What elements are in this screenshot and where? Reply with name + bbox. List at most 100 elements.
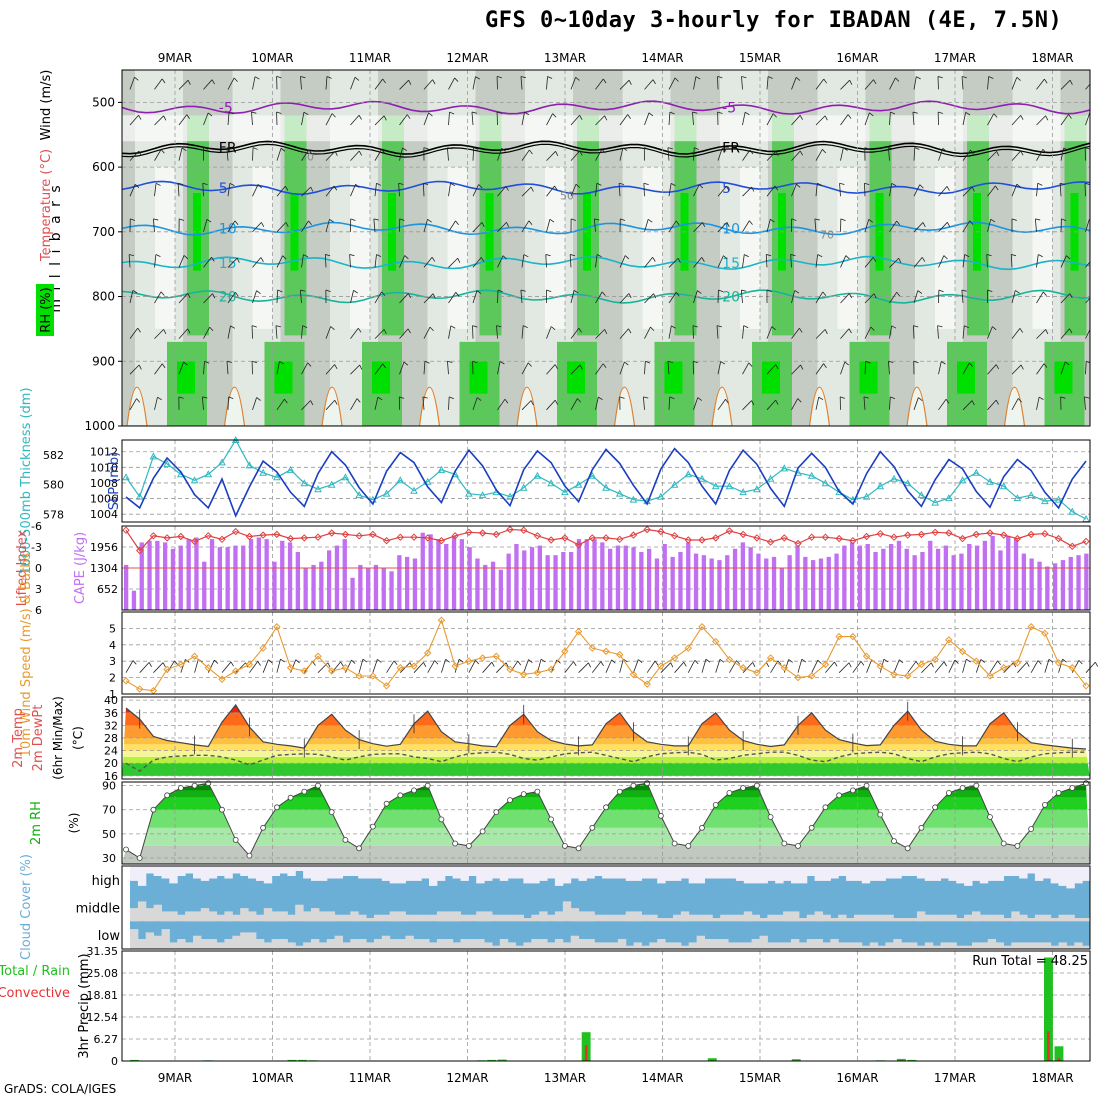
cloud-gap-low — [177, 939, 185, 949]
wind-barb — [469, 660, 476, 672]
cloud-clear-high — [1059, 866, 1067, 886]
slp-axis-label: SLP (mb) — [107, 452, 122, 511]
cloud-gap-low — [350, 939, 358, 949]
cloud-clear-high — [815, 866, 823, 881]
rh2m-marker — [796, 843, 801, 848]
rh2m-marker — [521, 792, 526, 797]
date-label-bottom: 13MAR — [544, 1071, 586, 1085]
cloud-clear-high — [988, 866, 996, 881]
wind-barb — [483, 662, 492, 672]
cape-bar — [850, 542, 854, 610]
rh2m-marker — [370, 824, 375, 829]
rh2m-marker — [1015, 843, 1020, 848]
cloud-gap-low — [311, 939, 319, 949]
thickness-tick-label: 582 — [43, 449, 64, 462]
rh2m-tick-label: 70 — [102, 804, 116, 817]
cloud-gap-middle — [1027, 918, 1035, 921]
cloud-clear-high — [350, 866, 358, 876]
wind-barb — [894, 660, 899, 673]
rh2m-band — [122, 810, 1090, 828]
cloud-gap-low — [256, 939, 264, 949]
temp-unit-label: (°C) — [71, 726, 85, 750]
cloud-gap-middle — [948, 915, 956, 922]
cloud-clear-high — [941, 866, 949, 879]
wind-barb — [1031, 661, 1038, 673]
cape-bar — [624, 546, 628, 610]
cloud-gap-middle — [280, 911, 288, 921]
cloud-gap-middle — [901, 918, 909, 921]
cape-bar — [147, 541, 151, 610]
cape-bar — [842, 546, 846, 610]
wind-barb-flag — [802, 659, 806, 662]
temp-band — [122, 751, 1090, 757]
cape-bar — [397, 555, 401, 610]
cape-bar — [920, 552, 924, 610]
rh2m-marker — [425, 783, 430, 788]
cloud-gap-low — [775, 942, 783, 949]
cloud-clear-high — [256, 866, 264, 881]
cloud-gap-low — [594, 942, 602, 949]
cloud-gap-low — [736, 942, 744, 949]
pressure-tick-label: 800 — [92, 290, 115, 304]
wind-barb-flag — [258, 661, 261, 665]
rh2m-marker — [274, 805, 279, 810]
cloud-gap-middle — [287, 915, 295, 922]
rh2m-marker — [480, 829, 485, 834]
rh2m-marker — [233, 837, 238, 842]
cloud-gap-middle — [689, 915, 697, 922]
isotherm-label: 20 — [219, 290, 237, 306]
rh2m-marker — [946, 790, 951, 795]
rh2m-marker — [302, 789, 307, 794]
cloud-gap-low — [752, 939, 760, 949]
date-label-bottom: 10MAR — [251, 1071, 293, 1085]
cloud-gap-middle — [791, 911, 799, 921]
cloud-gap-low — [791, 939, 799, 949]
cloud-gap-low — [287, 942, 295, 949]
cloud-gap-low — [885, 942, 893, 949]
cloud-clear-high — [618, 866, 626, 879]
cloud-gap-low — [571, 936, 579, 949]
cloud-clear-high — [878, 866, 886, 881]
panel-frame — [122, 612, 1090, 694]
wind-barb-flag — [280, 659, 284, 662]
cloud-clear-high — [893, 866, 901, 879]
cloud-gap-low — [704, 939, 712, 949]
cloud-clear-high — [398, 866, 406, 883]
cape-bar — [194, 538, 198, 611]
rh2m-marker — [658, 813, 663, 818]
cloud-clear-high — [264, 866, 272, 883]
rh2m-marker — [672, 841, 677, 846]
pressure-tick-label: 600 — [92, 160, 115, 174]
cloud-clear-high — [295, 866, 303, 871]
cloud-clear-high — [736, 866, 744, 881]
rh2m-marker — [905, 846, 910, 851]
temp-band — [122, 725, 1090, 738]
cloud-gap-low — [657, 939, 665, 949]
cloud-gap-low — [665, 942, 673, 949]
rh2m-band — [122, 846, 1090, 864]
wind-barb — [592, 662, 601, 673]
temp-band — [122, 744, 1090, 750]
precip-tick-label: 0 — [111, 1055, 118, 1068]
cloud-gap-middle — [468, 915, 476, 922]
wind-barb — [729, 661, 736, 673]
cloud-clear-high — [760, 866, 768, 883]
cape-bar — [374, 565, 378, 610]
cloud-gap-middle — [704, 915, 712, 922]
cape-bar — [296, 552, 300, 610]
cloud-gap-low — [697, 936, 705, 949]
cloud-gap-middle — [941, 915, 949, 922]
cape-bar — [405, 557, 409, 610]
thickness-tick-label: 578 — [43, 509, 64, 522]
rh2m-marker — [535, 789, 540, 794]
cloud-gap-middle — [602, 915, 610, 922]
cape-bar — [913, 555, 917, 610]
rh2m-marker — [192, 783, 197, 788]
cloud-gap-middle — [649, 915, 657, 922]
wind-barb — [498, 290, 499, 303]
cape-bar — [928, 541, 932, 610]
isotherm-label: 15 — [219, 256, 237, 272]
rh-dry-core — [740, 167, 760, 329]
date-label-top: 14MAR — [641, 51, 683, 65]
cloud-gap-middle — [1035, 915, 1043, 922]
